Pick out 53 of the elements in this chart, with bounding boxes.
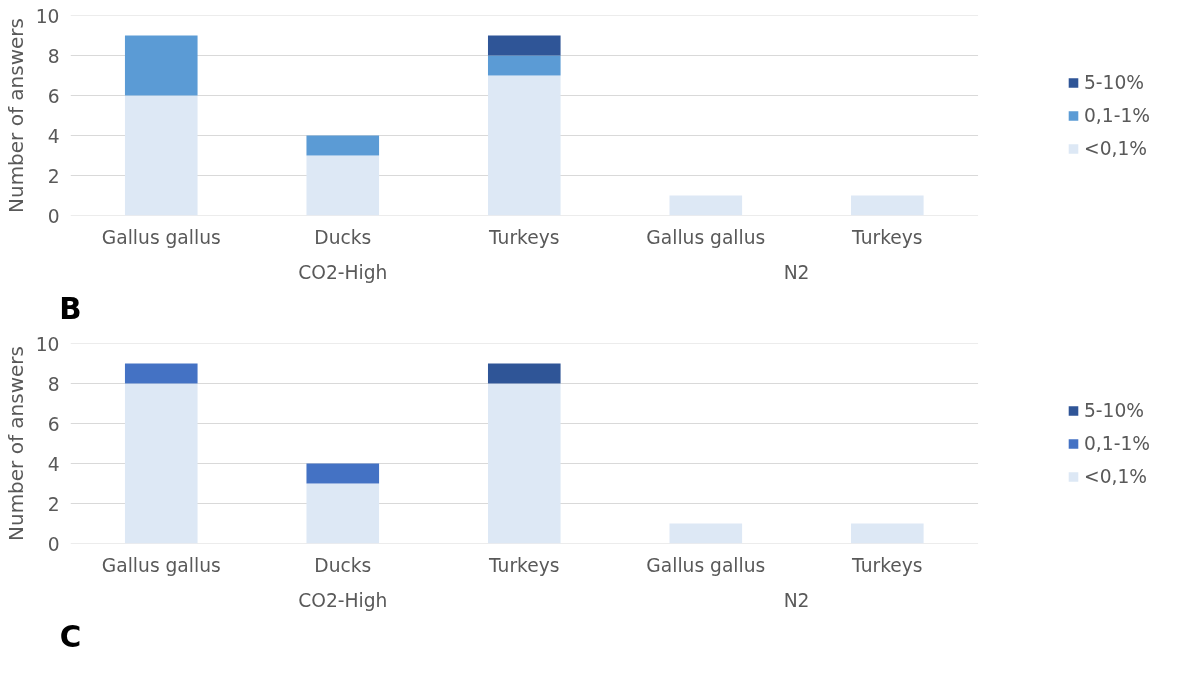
- x-tick-label: Gallus gallus: [646, 554, 766, 576]
- bar: [851, 195, 924, 216]
- x-tick-label: Ducks: [314, 554, 372, 576]
- x-tick-label: Gallus gallus: [646, 226, 766, 248]
- x-tick-label: Gallus gallus: [101, 226, 221, 248]
- y-tick-label: 0: [47, 205, 60, 227]
- y-tick-label: 4: [47, 453, 60, 475]
- y-tick-label: 10: [35, 333, 60, 355]
- legend-label: <0,1%: [1084, 465, 1148, 487]
- x-tick-label: Gallus gallus: [101, 554, 221, 576]
- text: N2: [783, 261, 810, 283]
- legend-label: 5-10%: [1084, 71, 1145, 93]
- bar: [851, 523, 924, 544]
- bar: [487, 75, 561, 216]
- bar: [124, 363, 198, 384]
- bar: [306, 463, 380, 484]
- y-axis-title: Number of answers: [3, 346, 28, 541]
- x-tick-label: Turkeys: [851, 226, 923, 248]
- bar: [306, 155, 380, 216]
- text: C: [59, 619, 82, 654]
- y-tick-label: 8: [47, 45, 60, 67]
- y-axis-title: Number of answers: [3, 18, 28, 213]
- bar: [487, 35, 561, 56]
- text: CO2-High: [298, 589, 388, 611]
- bar: [124, 383, 198, 544]
- legend-label: <0,1%: [1084, 137, 1148, 159]
- text: CO2-High: [298, 261, 388, 283]
- x-tick-label: Ducks: [314, 226, 372, 248]
- y-tick-label: 0: [47, 533, 60, 555]
- legend-label: 0,1-1%: [1084, 432, 1150, 454]
- x-tick-label: Turkeys: [488, 226, 560, 248]
- bar: [306, 483, 380, 544]
- x-tick-label: Turkeys: [851, 554, 923, 576]
- y-tick-label: 6: [47, 413, 60, 435]
- text: N2: [783, 589, 810, 611]
- bar: [487, 383, 561, 544]
- y-tick-label: 4: [47, 125, 60, 147]
- bar: [669, 523, 743, 544]
- y-tick-label: 10: [35, 5, 60, 27]
- x-tick-label: Turkeys: [488, 554, 560, 576]
- bar: [487, 363, 561, 384]
- bar: [487, 55, 561, 76]
- y-tick-label: 2: [47, 493, 60, 515]
- text: B: [59, 291, 82, 326]
- y-tick-label: 8: [47, 373, 60, 395]
- legend-label: 0,1-1%: [1084, 104, 1150, 126]
- y-tick-label: 2: [47, 165, 60, 187]
- bar: [124, 35, 198, 96]
- y-tick-label: 6: [47, 85, 60, 107]
- legend-label: 5-10%: [1084, 399, 1145, 421]
- bar: [124, 95, 198, 216]
- bar: [669, 195, 743, 216]
- bar: [306, 135, 380, 156]
